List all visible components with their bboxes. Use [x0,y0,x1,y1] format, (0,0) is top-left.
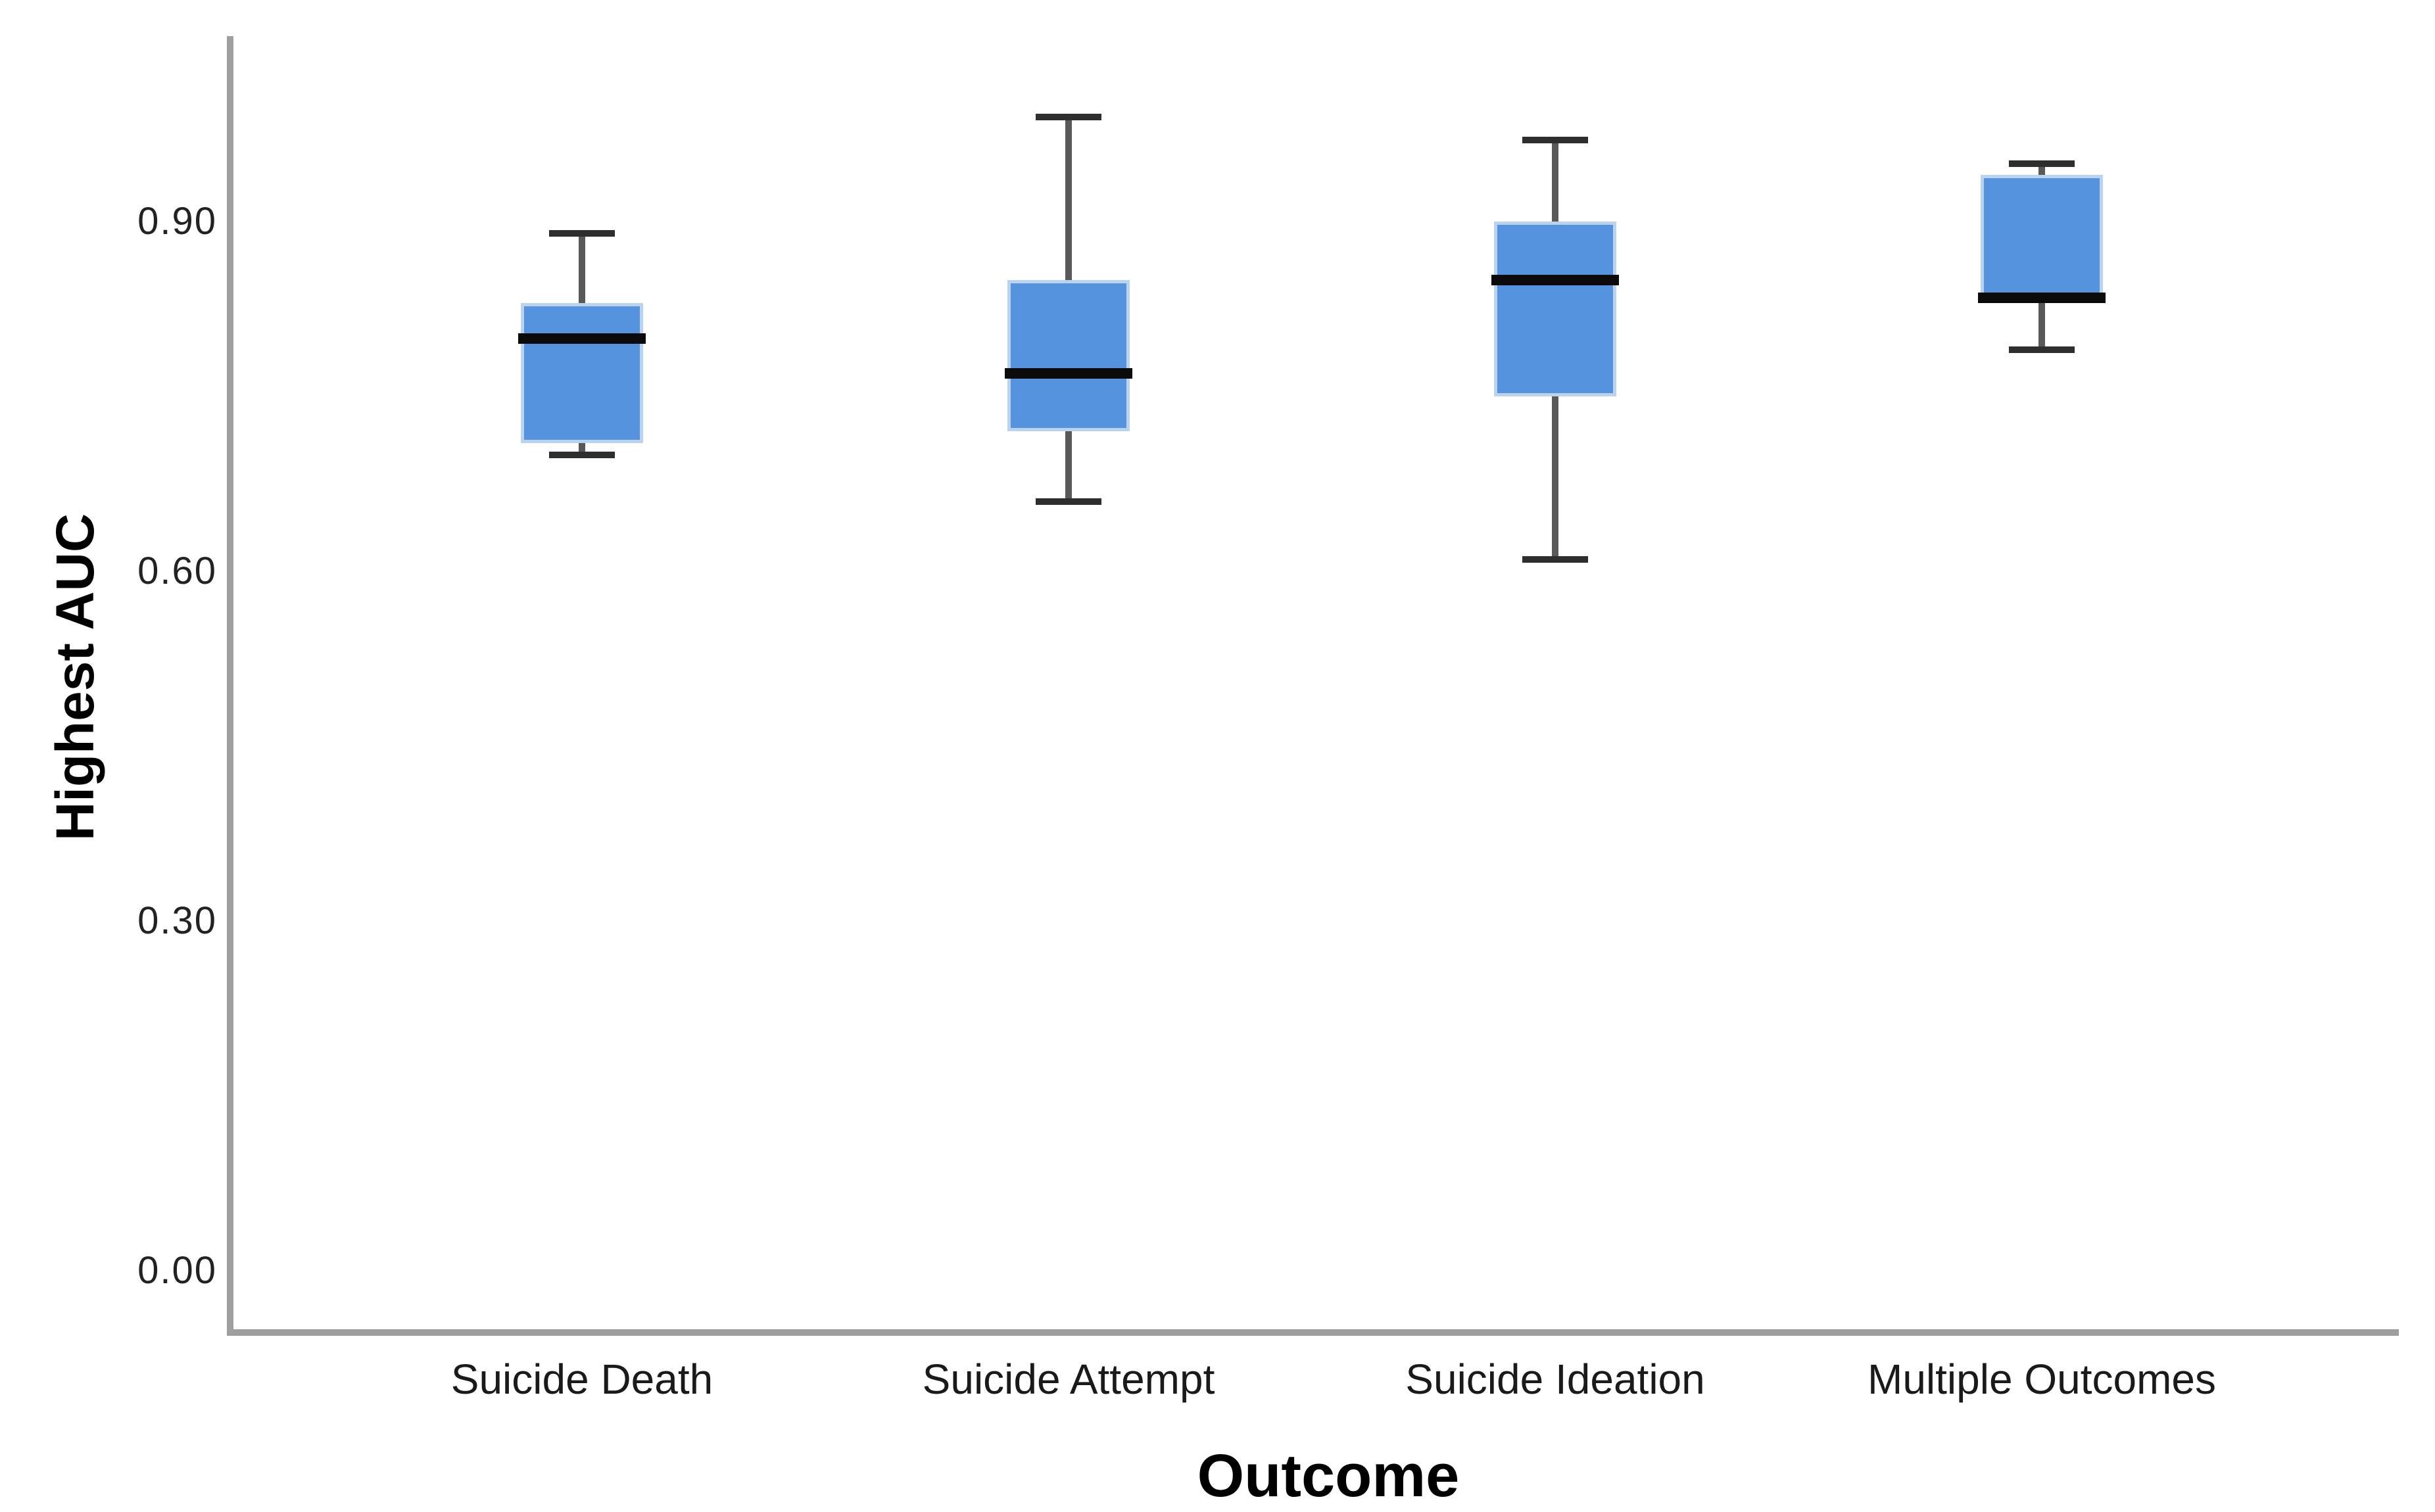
upper-whisker-cap-suicide-death [549,230,615,237]
upper-whisker-stem-multiple-outcomes [2038,163,2045,176]
upper-whisker-cap-suicide-attempt [1036,113,1101,120]
y-tick-label-0-90: 0.90 [137,200,217,243]
x-tick-label-suicide-death: Suicide Death [450,1356,713,1403]
box-iqr-suicide-death [521,303,643,444]
upper-whisker-stem-suicide-attempt [1065,116,1072,280]
lower-whisker-stem-suicide-ideation [1552,396,1558,560]
median-line-suicide-attempt [1005,367,1132,379]
upper-whisker-cap-suicide-ideation [1522,137,1588,144]
upper-whisker-stem-suicide-ideation [1552,140,1558,222]
upper-whisker-stem-suicide-death [579,233,585,304]
box-iqr-multiple-outcomes [1981,175,2103,304]
median-line-suicide-death [518,333,646,344]
lower-whisker-cap-suicide-ideation [1522,556,1588,563]
lower-whisker-cap-suicide-attempt [1036,498,1101,505]
x-tick-label-suicide-ideation: Suicide Ideation [1405,1356,1705,1403]
y-axis-line [227,36,233,1336]
y-tick-label-0-60: 0.60 [137,550,217,593]
x-axis-title: Outcome [1197,1442,1460,1509]
median-line-multiple-outcomes [1978,292,2106,303]
y-tick-label-0-00: 0.00 [137,1249,217,1292]
x-tick-label-multiple-outcomes: Multiple Outcomes [1868,1356,2216,1403]
upper-whisker-cap-multiple-outcomes [2009,160,2075,167]
lower-whisker-cap-suicide-death [549,451,615,458]
x-axis-line [227,1329,2399,1336]
y-axis-title: Highest AUC [45,513,105,841]
lower-whisker-cap-multiple-outcomes [2009,346,2075,354]
lower-whisker-stem-suicide-death [579,443,585,455]
lower-whisker-stem-multiple-outcomes [2038,303,2045,350]
box-iqr-suicide-attempt [1007,279,1130,432]
x-tick-label-suicide-attempt: Suicide Attempt [922,1356,1215,1403]
median-line-suicide-ideation [1491,274,1619,285]
y-tick-label-0-30: 0.30 [137,899,217,943]
box-iqr-suicide-ideation [1494,222,1616,397]
lower-whisker-stem-suicide-attempt [1065,431,1072,502]
